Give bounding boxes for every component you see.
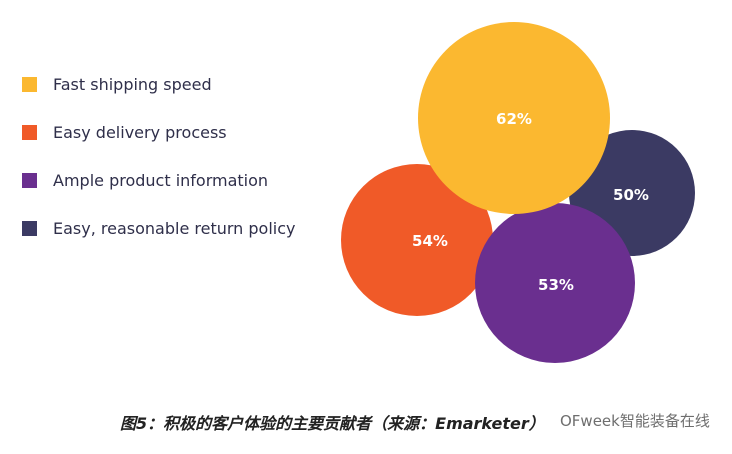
legend-label: Easy delivery process [53, 122, 227, 142]
bubble-label-fast-shipping: 62% [496, 110, 532, 128]
bubble-label-easy-delivery: 54% [412, 232, 448, 250]
legend-label: Easy, reasonable return policy [53, 218, 296, 238]
legend-swatch [22, 124, 37, 140]
legend-item-fast-shipping: Fast shipping speed [22, 60, 295, 108]
caption-text: 图5：积极的客户体验的主要贡献者（来源：Emarketer） [120, 414, 545, 433]
bubble-fast-shipping [418, 22, 610, 214]
bubble-product-info [475, 203, 635, 363]
legend-swatch [22, 220, 37, 236]
watermark: OFweek智能装备在线 [560, 410, 710, 431]
legend-swatch [22, 76, 37, 92]
legend-label: Fast shipping speed [53, 74, 212, 94]
chart-legend: Fast shipping speed Easy delivery proces… [22, 60, 295, 252]
legend-swatch [22, 172, 37, 188]
legend-item-return-policy: Easy, reasonable return policy [22, 204, 295, 252]
legend-item-product-info: Ample product information [22, 156, 295, 204]
watermark-text: OFweek智能装备在线 [560, 412, 710, 430]
bubble-label-product-info: 53% [538, 276, 574, 294]
figure-caption: 图5：积极的客户体验的主要贡献者（来源：Emarketer） [120, 410, 545, 434]
legend-item-easy-delivery: Easy delivery process [22, 108, 295, 156]
bubble-label-return-policy: 50% [613, 186, 649, 204]
bubble-easy-delivery [341, 164, 493, 316]
legend-label: Ample product information [53, 170, 269, 190]
